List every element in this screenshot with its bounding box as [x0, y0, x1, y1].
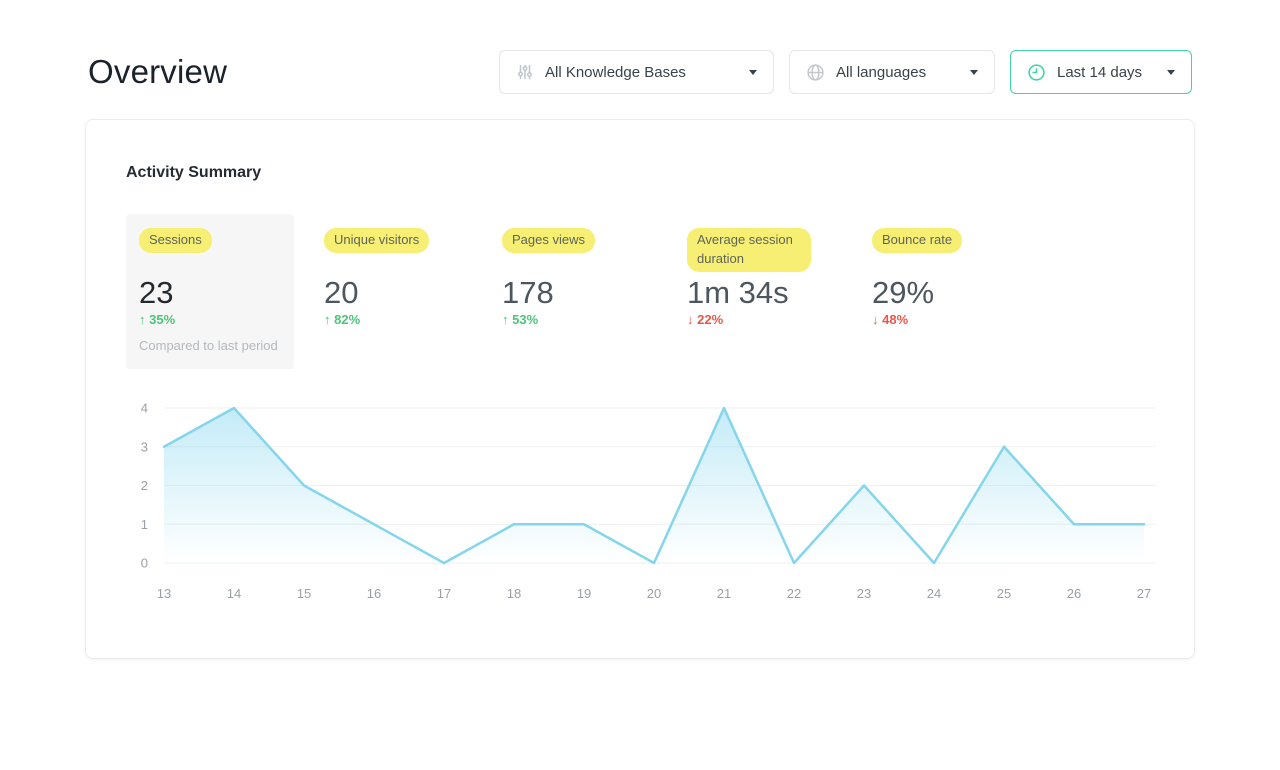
knowledge-bases-dropdown[interactable]: All Knowledge Bases: [499, 50, 774, 94]
metric-change: ↑ 82%: [324, 312, 472, 327]
x-axis-label: 25: [997, 586, 1011, 601]
page-title: Overview: [88, 53, 228, 90]
trend-arrow-icon: ↑: [139, 312, 146, 327]
x-axis-label: 20: [647, 586, 661, 601]
trend-arrow-icon: ↑: [324, 312, 331, 327]
metric-value: 20: [324, 275, 359, 310]
y-axis-label: 3: [141, 439, 148, 454]
metric-value: 178: [502, 275, 554, 310]
y-axis-label: 2: [141, 478, 148, 493]
x-axis-label: 26: [1067, 586, 1081, 601]
x-axis-label: 24: [927, 586, 941, 601]
metric-label-highlight: Average session duration: [687, 228, 811, 272]
metric-change-pct: 82%: [334, 312, 361, 327]
x-axis-label: 22: [787, 586, 801, 601]
metric-change: ↑ 53%: [502, 312, 657, 327]
metric-label-highlight: Bounce rate: [872, 228, 963, 253]
metric-card-bounce-rate[interactable]: Bounce rate 29% ↓ 48%: [872, 214, 1022, 327]
chart-line: [162, 406, 1146, 565]
metric-value: 23: [139, 275, 174, 310]
metric-change: ↓ 22%: [687, 312, 842, 327]
x-axis-label: 21: [717, 586, 731, 601]
metrics-row: Sessions 23 ↑ 35% Compared to last perio…: [126, 214, 1154, 369]
metric-card-sessions[interactable]: Sessions 23 ↑ 35% Compared to last perio…: [126, 214, 294, 369]
x-axis-label: 18: [507, 586, 521, 601]
languages-dropdown[interactable]: All languages: [789, 50, 995, 94]
activity-chart: 0 1 2 3 4 13 14 15 16 17 18 19 20 21 22 23 24 25 26 27: [126, 392, 1156, 612]
date-range-label: Last 14 days: [1057, 63, 1143, 81]
metric-change: ↑ 35%: [139, 312, 281, 327]
panel-title: Activity Summary: [126, 164, 262, 181]
x-axis-label: 23: [857, 586, 871, 601]
metric-value: 1m 34s: [687, 275, 789, 310]
metric-label-highlight: Pages views: [502, 228, 595, 253]
chevron-down-icon: [970, 69, 978, 75]
metric-change-pct: 22%: [697, 312, 724, 327]
metric-label-highlight: Sessions: [139, 228, 212, 253]
globe-icon: [806, 63, 825, 82]
trend-arrow-icon: ↑: [502, 312, 509, 327]
clock-icon: [1027, 63, 1046, 82]
date-range-dropdown[interactable]: Last 14 days: [1010, 50, 1192, 94]
x-axis-label: 15: [297, 586, 311, 601]
languages-label: All languages: [836, 63, 927, 81]
page-header: Overview All Knowledge Bases: [88, 50, 1192, 94]
knowledge-bases-label: All Knowledge Bases: [545, 63, 686, 81]
chevron-down-icon: [749, 69, 757, 75]
metric-change-pct: 35%: [149, 312, 176, 327]
metric-label-highlight: Unique visitors: [324, 228, 430, 253]
trend-arrow-icon: ↓: [872, 312, 879, 327]
y-axis-label: 0: [141, 556, 148, 571]
metric-card-pages-views[interactable]: Pages views 178 ↑ 53%: [502, 214, 657, 327]
x-axis-label: 19: [577, 586, 591, 601]
chevron-down-icon: [1167, 69, 1175, 75]
y-axis-label: 1: [141, 517, 148, 532]
x-axis-label: 27: [1137, 586, 1151, 601]
trend-arrow-icon: ↓: [687, 312, 694, 327]
metric-note: Compared to last period: [139, 338, 278, 353]
x-axis-label: 14: [227, 586, 241, 601]
y-axis-label: 4: [141, 401, 148, 416]
metric-change: ↓ 48%: [872, 312, 1022, 327]
x-axis-label: 13: [157, 586, 171, 601]
metric-value: 29%: [872, 275, 935, 310]
sliders-icon: [516, 63, 534, 81]
metric-change-pct: 53%: [512, 312, 539, 327]
metric-change-pct: 48%: [882, 312, 909, 327]
metric-card-unique-visitors[interactable]: Unique visitors 20 ↑ 82%: [324, 214, 472, 327]
metric-card-avg-session-duration[interactable]: Average session duration 1m 34s ↓ 22%: [687, 214, 842, 327]
filter-bar: All Knowledge Bases All languages: [499, 50, 1192, 94]
x-axis-label: 16: [367, 586, 381, 601]
x-axis-label: 17: [437, 586, 451, 601]
activity-summary-panel: Activity Summary Sessions 23 ↑ 35% Compa…: [85, 119, 1195, 659]
